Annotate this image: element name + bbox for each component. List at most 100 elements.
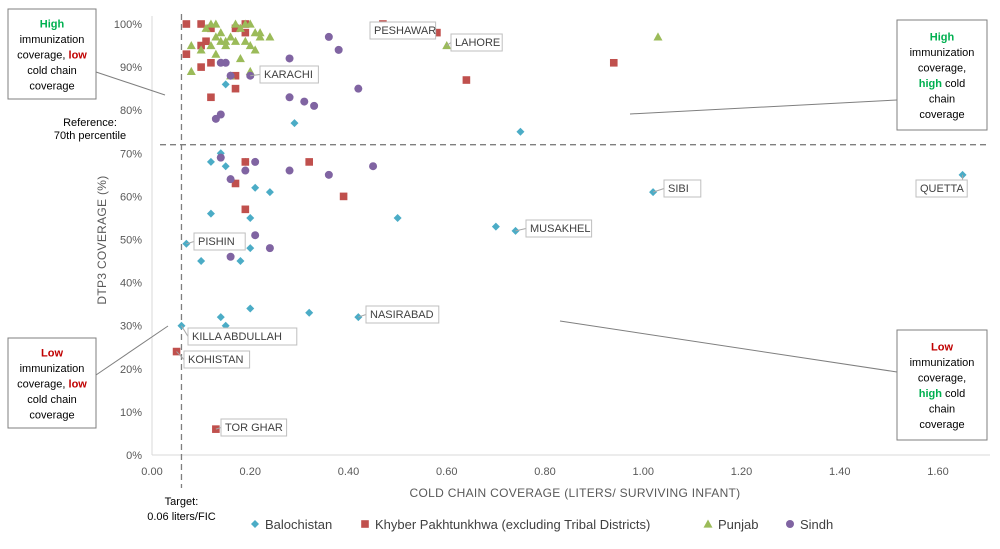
point-kp: [305, 158, 313, 166]
point-balochistan: [197, 257, 206, 266]
callout-box-bottom-right: [896, 329, 988, 441]
y-tick-label: 50%: [120, 235, 142, 247]
point-label: NASIRABAD: [370, 309, 434, 321]
point-kp: [339, 192, 348, 201]
point-balochistan: [216, 313, 225, 322]
point-punjab: [216, 28, 226, 37]
x-tick-label: 0.60: [436, 466, 457, 478]
point-punjab: [245, 41, 255, 50]
point-sindh: [300, 97, 309, 106]
callout-text: immunization: [20, 34, 85, 46]
point-sindh: [354, 84, 363, 93]
point-sindh: [251, 157, 260, 166]
y-tick-label: 20%: [120, 364, 142, 376]
callout-line: coverage,: [918, 63, 966, 75]
point-kp: [207, 24, 215, 33]
callout-text: High: [930, 32, 955, 44]
legend-marker-punjab: [703, 519, 713, 528]
callout-line: immunization: [20, 363, 85, 375]
x-tick-label: 0.40: [338, 466, 359, 478]
point-punjab: [201, 23, 211, 32]
point-label-leader: [176, 351, 185, 360]
callout-text: coverage,: [918, 373, 966, 385]
point-label: KOHISTAN: [188, 354, 243, 366]
legend-label-balochistan: Balochistan: [265, 517, 332, 532]
point-label-box: [915, 179, 968, 198]
point-label: KILLA ABDULLAH: [192, 331, 282, 343]
point-label-box: [369, 21, 437, 40]
point-balochistan: [290, 119, 299, 128]
point-label: TOR GHAR: [225, 422, 283, 434]
callout-text: coverage: [29, 409, 74, 421]
point-balochistan: [221, 80, 230, 89]
callout-text: coverage: [919, 109, 964, 121]
point-label-leader: [358, 314, 367, 318]
point-sindh: [324, 32, 333, 41]
point-punjab: [255, 28, 265, 37]
legend-marker-balochistan: [251, 520, 259, 528]
point-label-box: [450, 33, 503, 52]
point-punjab: [226, 32, 236, 41]
point-sindh: [226, 252, 235, 261]
point-sindh: [226, 71, 235, 80]
point-label: MUSAKHEL: [530, 223, 591, 235]
point-balochistan: [516, 127, 525, 136]
callout-connector: [95, 71, 166, 96]
callout-text: chain: [929, 404, 955, 416]
callout-line: coverage: [919, 109, 964, 121]
callout-text: cold: [942, 78, 965, 90]
point-kp: [433, 28, 441, 37]
point-sindh: [285, 93, 294, 102]
point-balochistan: [221, 162, 230, 171]
point-balochistan: [246, 213, 255, 222]
point-sindh: [334, 45, 343, 54]
callout-text: coverage,: [918, 63, 966, 75]
reference-lines: [160, 14, 990, 488]
callout-line: coverage,: [918, 373, 966, 385]
callout-line: high cold: [919, 388, 965, 400]
x-tick-label: 1.40: [829, 466, 850, 478]
point-kp: [231, 179, 240, 188]
point-kp: [241, 205, 250, 214]
point-balochistan: [246, 244, 255, 253]
callout-line: chain: [929, 94, 955, 106]
point-label-box: [663, 179, 702, 198]
reference-label-line2: 70th percentile: [54, 130, 126, 142]
point-labels: PESHAWAR LAHORE KARACHI SIBI QUETTA MUSAKHEL P…: [183, 21, 968, 437]
y-axis-title: DTP3 COVERAGE (%): [95, 175, 109, 304]
callout-line: Low: [931, 342, 953, 354]
point-kp: [197, 20, 205, 28]
legend: Balochistan Khyber Pakhtunkhwa (excluding…: [251, 517, 833, 532]
point-punjab: [231, 36, 241, 45]
y-tick-label: 60%: [120, 191, 142, 203]
point-punjab: [216, 36, 226, 45]
x-tick-label: 1.60: [927, 466, 948, 478]
point-punjab: [186, 66, 196, 76]
target-label-line1: Target:: [165, 496, 199, 508]
point-kp: [241, 158, 250, 166]
legend-label-kp: Khyber Pakhtunkhwa (excluding Tribal Dis…: [375, 517, 650, 532]
point-punjab: [653, 32, 663, 41]
y-tick-label: 0%: [126, 450, 142, 462]
point-punjab: [255, 32, 265, 41]
callout-line: coverage, low: [17, 378, 87, 390]
callout-text: immunization: [20, 363, 85, 375]
point-punjab: [265, 32, 275, 41]
point-sindh: [241, 166, 250, 175]
point-kp: [231, 71, 240, 80]
point-punjab: [250, 45, 260, 54]
point-label-leader: [250, 74, 261, 77]
callout-text: coverage: [919, 419, 964, 431]
callout-line: coverage: [919, 419, 964, 431]
point-label-box: [187, 327, 298, 346]
point-label-box: [220, 418, 288, 437]
callout-text: Low: [41, 347, 63, 359]
callout-line: High: [40, 18, 65, 30]
callout-text: coverage: [29, 80, 74, 92]
point-punjab: [221, 41, 231, 50]
point-label-leader: [181, 325, 189, 337]
y-tick-label: 80%: [120, 105, 142, 117]
target-label-line2: 0.06 liters/FIC: [147, 511, 216, 523]
x-tick-label: 0.80: [534, 466, 555, 478]
point-punjab: [211, 49, 221, 58]
